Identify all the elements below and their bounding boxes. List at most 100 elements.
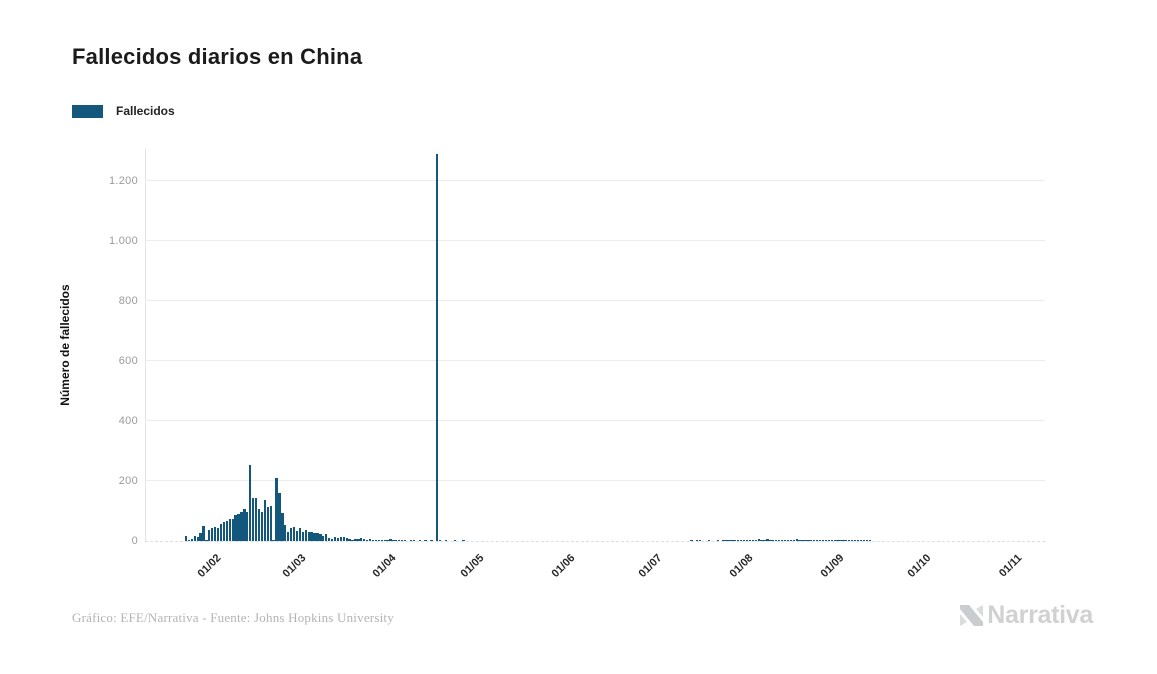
bar (848, 540, 851, 541)
bar (228, 519, 231, 541)
bar (769, 539, 772, 541)
bar (827, 540, 830, 541)
bar (760, 539, 763, 541)
bar (214, 527, 217, 541)
bar (424, 540, 427, 541)
bar (327, 537, 331, 541)
bar (868, 540, 871, 541)
chart-title: Fallecidos diarios en China (72, 44, 363, 69)
bar (725, 540, 728, 541)
narrativa-logo-icon (960, 605, 984, 626)
bar (737, 540, 740, 541)
bar (225, 521, 229, 541)
bar (795, 539, 798, 541)
bar (202, 526, 205, 541)
plot-area: 0 200 400 600 800 1.000 1.200 (109, 148, 1045, 547)
bar (833, 540, 836, 541)
bar (772, 539, 775, 541)
bar (444, 540, 448, 541)
bar (275, 478, 278, 541)
bar (462, 540, 465, 541)
bar (763, 539, 766, 541)
y-axis-line (145, 148, 146, 541)
bar (263, 500, 266, 541)
bar (798, 539, 801, 541)
bar (360, 538, 363, 541)
bar (853, 540, 857, 541)
bar (287, 532, 290, 541)
x-tick-label: 01/10 (905, 552, 934, 580)
bar (193, 536, 196, 541)
bar (742, 539, 746, 541)
bar (813, 540, 816, 541)
bar (365, 539, 369, 541)
bar (292, 526, 296, 541)
bar (401, 540, 404, 541)
bar (266, 506, 269, 541)
bar (865, 540, 868, 541)
bar (260, 511, 264, 541)
narrativa-logo-text: Narrativa (987, 601, 1093, 629)
gridline-200 (145, 480, 1045, 481)
bar (757, 539, 760, 541)
bar (383, 540, 386, 541)
bar (322, 535, 325, 541)
bar (336, 538, 340, 541)
legend: Fallecidos (72, 104, 175, 118)
bar (304, 529, 307, 541)
gridline-1000 (145, 240, 1045, 241)
bar (751, 539, 754, 541)
bar (807, 540, 810, 541)
bar (219, 523, 223, 541)
bar (208, 529, 211, 541)
bar (851, 540, 854, 541)
bar (453, 540, 456, 541)
bar (345, 537, 348, 541)
bar (205, 540, 208, 541)
bar (246, 511, 249, 541)
y-tick-label: 600 (118, 355, 138, 367)
x-tick-label: 01/03 (280, 552, 309, 580)
y-tick-label: 1.000 (108, 235, 138, 247)
bar (231, 519, 234, 541)
bar (354, 538, 357, 541)
bar (184, 535, 188, 541)
bar (824, 540, 828, 541)
bar (290, 527, 293, 541)
bar (716, 540, 719, 541)
bar (249, 464, 252, 541)
bar (348, 538, 351, 541)
bar (243, 508, 246, 541)
bar (351, 540, 354, 541)
bar (295, 530, 299, 541)
y-tick-label: 1.200 (108, 175, 138, 187)
bar (722, 540, 725, 541)
bar (839, 540, 842, 541)
bar (272, 540, 275, 541)
bar (777, 540, 781, 541)
bar (389, 538, 392, 541)
bar (690, 540, 693, 541)
bar (731, 540, 734, 541)
bar (418, 540, 421, 541)
bar (392, 539, 395, 541)
bar (412, 540, 416, 541)
bar (789, 539, 792, 541)
bar (252, 497, 255, 541)
bar (804, 540, 807, 541)
source-credit: Gráfico: EFE/Narrativa - Fuente: Johns H… (72, 610, 394, 625)
bar (830, 540, 833, 541)
bar (745, 539, 749, 541)
bar (257, 509, 261, 541)
bar (748, 540, 752, 541)
bar (190, 538, 193, 541)
bar (342, 537, 345, 541)
bar (281, 512, 284, 541)
bar (371, 539, 375, 541)
bar (707, 540, 711, 541)
bar (699, 540, 702, 541)
bar (810, 540, 813, 541)
bar (363, 538, 366, 541)
x-tick-label: 01/07 (636, 552, 665, 580)
